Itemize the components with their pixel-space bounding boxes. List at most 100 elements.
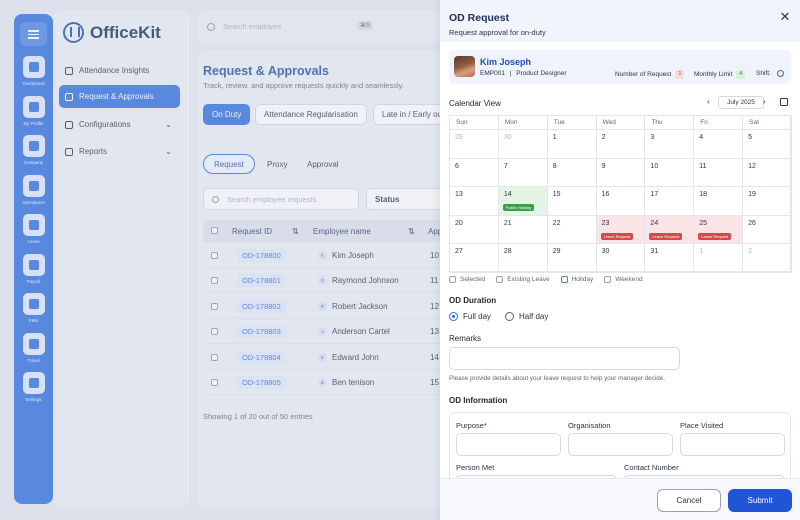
row-checkbox[interactable] [211, 353, 218, 361]
request-search-input[interactable]: Search employee requests [203, 188, 359, 210]
place-visited-input[interactable] [680, 433, 785, 456]
calendar-day[interactable]: 18 [694, 187, 744, 216]
calendar-day[interactable]: 16 [596, 187, 646, 216]
calendar-day[interactable]: 2 [743, 244, 792, 273]
rail-item-travel[interactable]: Travel [14, 332, 53, 363]
menu-icon[interactable] [20, 22, 47, 46]
tab-on-duty[interactable]: On Duty [203, 104, 251, 125]
calendar-day-number: 10 [650, 162, 659, 170]
chevron-left-icon[interactable]: ‹ [707, 97, 710, 106]
rail-item-attendance[interactable]: Attendance [14, 174, 53, 205]
calendar-day[interactable]: 30 [596, 244, 646, 273]
calendar-day[interactable]: 17 [645, 187, 695, 216]
request-id-link[interactable]: OD-178805 [237, 376, 286, 389]
calendar-day[interactable]: 23 Leave Request [596, 215, 646, 245]
subtab-proxy[interactable]: Proxy [267, 159, 288, 169]
calendar-day[interactable]: 29 [547, 244, 597, 273]
calendar-day[interactable]: 21 [498, 215, 548, 245]
request-id-link[interactable]: OD-178804 [237, 350, 286, 364]
sort-icon[interactable]: ⇅ [292, 227, 299, 236]
nav-item-attendance-insights[interactable]: Attendance Insights [59, 59, 180, 82]
calendar-day[interactable]: 1 [694, 244, 744, 273]
row-checkbox[interactable] [211, 379, 218, 386]
modal-backdrop[interactable] [0, 0, 440, 520]
rail-item-payroll[interactable]: Payroll [14, 253, 53, 284]
nav-item-request-approvals[interactable]: Request & Approvals [59, 85, 180, 108]
search-icon [212, 195, 219, 203]
calendar-day[interactable]: 8 [547, 158, 597, 188]
sort-icon[interactable]: ⇅ [408, 227, 415, 236]
calendar-day[interactable]: 4 [694, 130, 744, 159]
row-checkbox[interactable] [211, 277, 218, 285]
column-applied[interactable]: App [428, 227, 443, 236]
request-id-link[interactable]: OD-178801 [237, 274, 286, 288]
request-id-link[interactable]: OD-178803 [237, 325, 286, 339]
rail-item-settings[interactable]: Settings [14, 372, 53, 402]
table-row[interactable]: OD-178803 A Anderson Cartel 13 S [203, 319, 457, 345]
rail-item-dashboard[interactable]: Dashboard [14, 56, 53, 86]
calendar-day[interactable]: 22 [547, 215, 597, 245]
request-id-link[interactable]: OD-178800 [237, 249, 286, 262]
calendar-day[interactable]: 1 [547, 130, 597, 159]
month-select[interactable]: July 2025 [718, 96, 764, 109]
remarks-input[interactable] [449, 347, 680, 370]
chevron-right-icon[interactable]: › [763, 97, 766, 106]
tab-attendance-regularisation[interactable]: Attendance Regularisation [255, 104, 367, 125]
calendar-day[interactable]: 2 [596, 130, 646, 159]
purpose-input[interactable] [456, 433, 561, 456]
rail-item-leave[interactable]: Leave [14, 214, 53, 244]
calendar-day[interactable]: 30 [498, 130, 548, 159]
column-request-id[interactable]: Request ID [232, 227, 273, 236]
table-row[interactable]: OD-178804 E Edward John 14 S [203, 345, 457, 370]
cancel-button[interactable]: Cancel [657, 489, 721, 512]
applied-date-cell: 15 S [430, 378, 447, 387]
calendar-day[interactable]: 13 [450, 187, 499, 216]
radio-half-day[interactable]: Half day [505, 312, 548, 321]
calendar-day[interactable]: 20 [450, 215, 499, 245]
calendar-day[interactable]: 14 Public Holiday [498, 187, 548, 216]
nav-item-reports[interactable]: Reports ⌄ [59, 140, 180, 163]
employee-search[interactable]: Search employee [207, 18, 377, 35]
select-all-checkbox[interactable] [211, 227, 218, 234]
weekday-label: Fri [694, 116, 744, 129]
calendar-day[interactable]: 24 Leave Request [645, 215, 695, 245]
submit-button[interactable]: Submit [728, 489, 792, 512]
row-checkbox[interactable] [211, 328, 218, 336]
calendar-icon[interactable] [780, 98, 788, 106]
table-row[interactable]: OD-178805 B Ben tenison 15 S [203, 370, 457, 395]
info-icon[interactable] [776, 70, 784, 77]
close-icon[interactable]: ✕ [779, 9, 791, 24]
row-checkbox[interactable] [211, 252, 218, 259]
table-row[interactable]: OD-178802 R Robert Jackson 12 S [203, 294, 457, 319]
request-id-link[interactable]: OD-178802 [237, 299, 286, 313]
subtab-request[interactable]: Request [203, 154, 255, 174]
calendar-day[interactable]: 26 [743, 215, 792, 245]
nav-item-configurations[interactable]: Configurations ⌄ [59, 113, 180, 136]
table-row[interactable]: OD-178800 K Kim Joseph 10 S [203, 243, 457, 268]
rail-item-my-profile[interactable]: My Profile [14, 95, 53, 126]
calendar-day[interactable]: 6 [450, 158, 499, 188]
row-checkbox[interactable] [211, 302, 218, 310]
calendar-day[interactable]: 5 [743, 130, 792, 159]
radio-full-day[interactable]: Full day [449, 312, 491, 321]
calendar-day[interactable]: 15 [547, 187, 597, 216]
tab-late-in-early-out[interactable]: Late in / Early out [373, 104, 454, 125]
subtab-approval[interactable]: Approval [307, 159, 339, 169]
calendar-day[interactable]: 3 [645, 130, 695, 159]
calendar-day[interactable]: 25 Leave Request [694, 215, 744, 245]
table-row[interactable]: OD-178801 R Raymond Johnson 11 S [203, 268, 457, 294]
calendar-day[interactable]: 19 [743, 187, 792, 216]
calendar-day[interactable]: 28 [498, 244, 548, 273]
calendar-day[interactable]: 10 [645, 158, 695, 188]
calendar-day[interactable]: 31 [645, 244, 695, 273]
calendar-day[interactable]: 29 [450, 130, 499, 159]
organisation-input[interactable] [568, 433, 673, 456]
rail-item-pms[interactable]: PMS [14, 293, 53, 323]
column-employee-name[interactable]: Employee name [313, 227, 371, 236]
calendar-day[interactable]: 9 [596, 158, 646, 188]
calendar-day[interactable]: 7 [498, 158, 548, 188]
calendar-day[interactable]: 27 [450, 244, 499, 273]
rail-item-company[interactable]: Company [14, 135, 53, 165]
calendar-day[interactable]: 11 [694, 158, 744, 188]
calendar-day[interactable]: 12 [743, 158, 792, 188]
